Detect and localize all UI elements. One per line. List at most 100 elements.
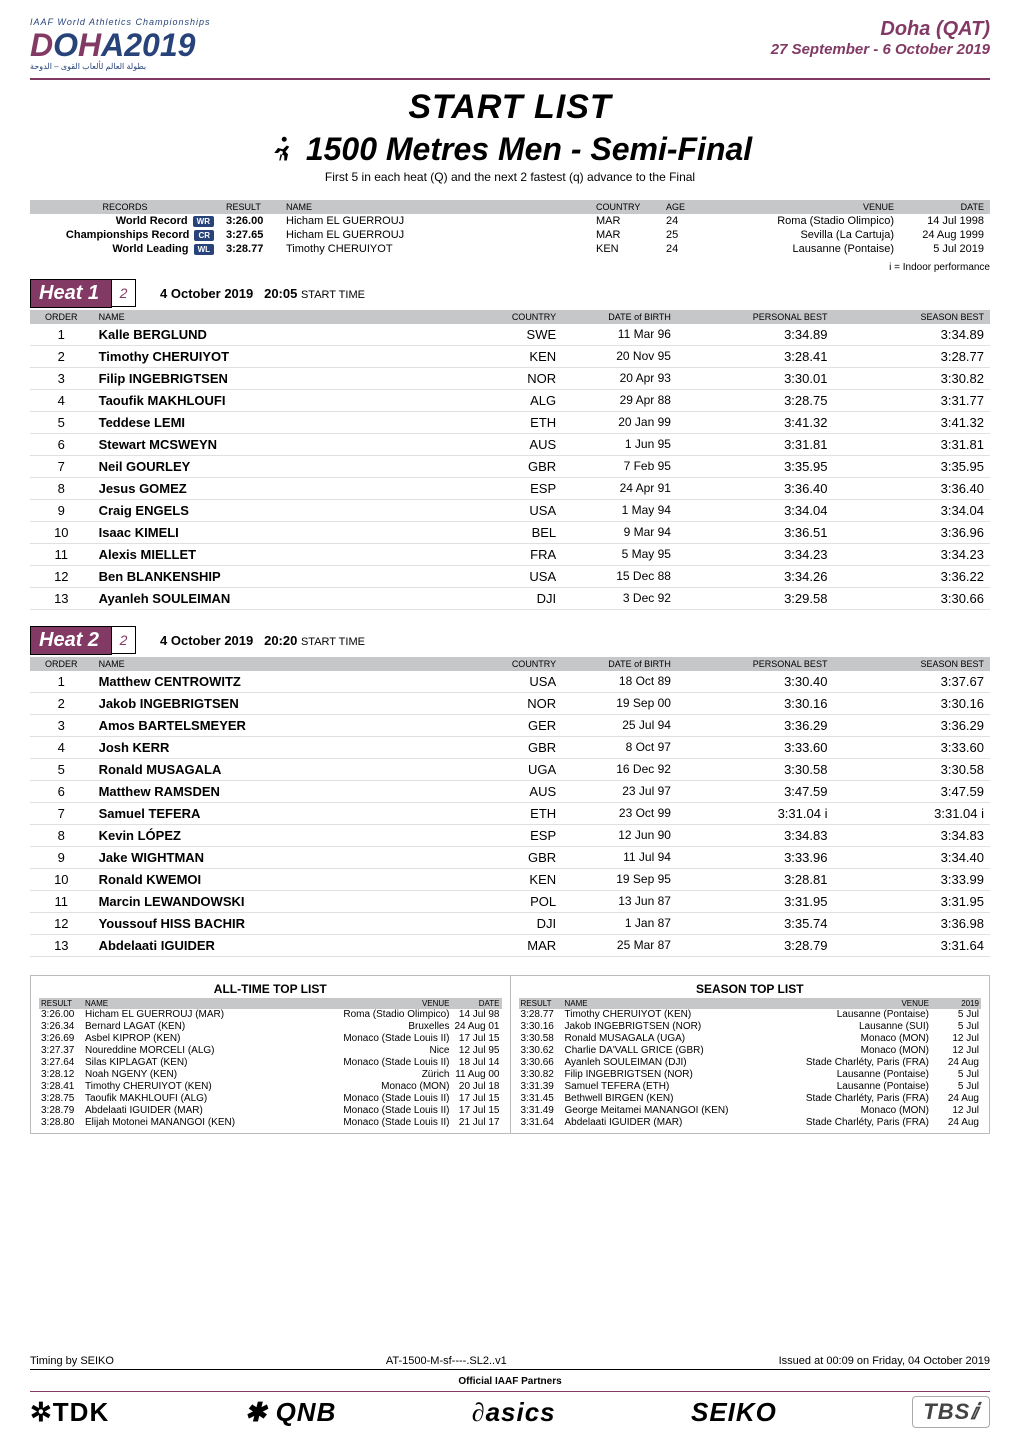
dob: 23 Oct 99	[562, 802, 677, 824]
bt-res: 3:30.62	[521, 1045, 565, 1056]
bt-name: Jakob INGEBRIGTSEN (NOR)	[565, 1021, 750, 1032]
bt-name: Abdelaati IGUIDER (MAR)	[565, 1117, 750, 1128]
bt-date: 12 Jul	[929, 1033, 979, 1044]
dob: 25 Jul 94	[562, 714, 677, 736]
order: 4	[30, 389, 93, 411]
record-venue: Sevilla (La Cartuja)	[700, 228, 900, 242]
table-row: 1Kalle BERGLUNDSWE11 Mar 963:34.893:34.8…	[30, 324, 990, 346]
list-item: 3:30.16Jakob INGEBRIGTSEN (NOR)Lausanne …	[519, 1021, 982, 1033]
bt-name: Noah NGENY (KEN)	[85, 1069, 270, 1080]
heat1-icon: 2	[112, 279, 136, 307]
athlete-name: Craig ENGELS	[93, 499, 448, 521]
footer-right: Issued at 00:09 on Friday, 04 October 20…	[779, 1355, 990, 1367]
at-h-res: RESULT	[41, 999, 85, 1008]
table-row: 1Matthew CENTROWITZUSA18 Oct 893:30.403:…	[30, 671, 990, 693]
bt-ven: Stade Charléty, Paris (FRA)	[749, 1093, 929, 1104]
heat2-time-suffix: START TIME	[301, 636, 365, 648]
sb: 3:35.95	[833, 455, 990, 477]
country: ESP	[447, 477, 562, 499]
pb: 3:34.23	[677, 543, 834, 565]
table-row: 6Stewart MCSWEYNAUS1 Jun 953:31.813:31.8…	[30, 433, 990, 455]
bt-ven: Lausanne (Pontaise)	[749, 1009, 929, 1020]
record-result: 3:27.65	[220, 228, 280, 242]
record-label: World Leading WL	[30, 242, 220, 256]
bt-res: 3:28.75	[41, 1093, 85, 1104]
bt-name: Charlie DA'VALL GRICE (GBR)	[565, 1045, 750, 1056]
logo-seiko: SEIKO	[691, 1397, 777, 1428]
partners-rule	[30, 1391, 990, 1392]
bt-ven: Monaco (Stade Louis II)	[270, 1105, 450, 1116]
order: 12	[30, 912, 93, 934]
country: POL	[447, 890, 562, 912]
table-row: 2Jakob INGEBRIGTSENNOR19 Sep 003:30.163:…	[30, 692, 990, 714]
bt-res: 3:28.79	[41, 1105, 85, 1116]
athlete-name: Teddese LEMI	[93, 411, 448, 433]
country: GER	[447, 714, 562, 736]
country: KEN	[447, 868, 562, 890]
bt-name: Bernard LAGAT (KEN)	[85, 1021, 270, 1032]
bt-ven: Nice	[270, 1045, 450, 1056]
bt-ven: Stade Charléty, Paris (FRA)	[749, 1117, 929, 1128]
bt-ven: Lausanne (Pontaise)	[749, 1081, 929, 1092]
season-title: SEASON TOP LIST	[519, 980, 982, 998]
heat2-time: 20:20	[264, 633, 297, 648]
order: 8	[30, 477, 93, 499]
table-row: 3Filip INGEBRIGTSENNOR20 Apr 933:30.013:…	[30, 367, 990, 389]
h-name: NAME	[93, 310, 448, 324]
pb: 3:31.95	[677, 890, 834, 912]
partners-label: Official IAAF Partners	[30, 1376, 990, 1387]
sb: 3:31.95	[833, 890, 990, 912]
bt-name: Asbel KIPROP (KEN)	[85, 1033, 270, 1044]
country: ESP	[447, 824, 562, 846]
bt-res: 3:30.66	[521, 1057, 565, 1068]
record-label: Championships Record CR	[30, 228, 220, 242]
bt-ven: Monaco (MON)	[749, 1105, 929, 1116]
table-row: 2Timothy CHERUIYOTKEN20 Nov 953:28.413:2…	[30, 345, 990, 367]
list-item: 3:30.58Ronald MUSAGALA (UGA)Monaco (MON)…	[519, 1033, 982, 1045]
list-item: 3:31.49George Meitamei MANANGOI (KEN)Mon…	[519, 1105, 982, 1117]
list-item: 3:31.45Bethwell BIRGEN (KEN)Stade Charlé…	[519, 1093, 982, 1105]
pb: 3:31.04 i	[677, 802, 834, 824]
h2-pb: PERSONAL BEST	[677, 657, 834, 671]
athlete-name: Timothy CHERUIYOT	[93, 345, 448, 367]
order: 3	[30, 714, 93, 736]
bt-res: 3:27.37	[41, 1045, 85, 1056]
event-title: 1500 Metres Men - Semi-Final	[306, 131, 752, 168]
logo-qnb: ✱ QNB	[245, 1397, 337, 1428]
h2-sb: SEASON BEST	[833, 657, 990, 671]
athlete-name: Stewart MCSWEYN	[93, 433, 448, 455]
table-row: 5Ronald MUSAGALAUGA16 Dec 923:30.583:30.…	[30, 758, 990, 780]
athlete-name: Ronald MUSAGALA	[93, 758, 448, 780]
table-row: 11Alexis MIELLETFRA5 May 953:34.233:34.2…	[30, 543, 990, 565]
order: 8	[30, 824, 93, 846]
bt-ven: Monaco (MON)	[749, 1033, 929, 1044]
record-name: Hicham EL GUERROUJ	[280, 214, 590, 228]
bt-name: Bethwell BIRGEN (KEN)	[565, 1093, 750, 1104]
logo-tdk: ✲TDK	[30, 1397, 109, 1428]
bt-name: Abdelaati IGUIDER (MAR)	[85, 1105, 270, 1116]
dob: 24 Apr 91	[562, 477, 677, 499]
list-item: 3:27.37Noureddine MORCELI (ALG)Nice12 Ju…	[39, 1045, 502, 1057]
bt-date: 20 Jul 18	[450, 1081, 500, 1092]
bt-ven: Stade Charléty, Paris (FRA)	[749, 1057, 929, 1068]
h-dob: DATE of BIRTH	[562, 310, 677, 324]
table-row: 6Matthew RAMSDENAUS23 Jul 973:47.593:47.…	[30, 780, 990, 802]
bt-res: 3:28.77	[521, 1009, 565, 1020]
bt-res: 3:27.64	[41, 1057, 85, 1068]
bt-res: 3:28.41	[41, 1081, 85, 1092]
heat2-icon: 2	[112, 626, 136, 654]
sb: 3:47.59	[833, 780, 990, 802]
table-row: 9Jake WIGHTMANGBR11 Jul 943:33.963:34.40	[30, 846, 990, 868]
athlete-name: Ronald KWEMOI	[93, 868, 448, 890]
dob: 9 Mar 94	[562, 521, 677, 543]
country: GBR	[447, 846, 562, 868]
table-row: 8Jesus GOMEZESP24 Apr 913:36.403:36.40	[30, 477, 990, 499]
list-item: 3:26.00Hicham EL GUERROUJ (MAR)Roma (Sta…	[39, 1009, 502, 1021]
bt-date: 24 Aug 01	[450, 1021, 500, 1032]
bt-name: Filip INGEBRIGTSEN (NOR)	[565, 1069, 750, 1080]
rec-h-date: DATE	[900, 200, 990, 214]
bt-res: 3:26.00	[41, 1009, 85, 1020]
h2-country: COUNTRY	[447, 657, 562, 671]
pb: 3:34.26	[677, 565, 834, 587]
pb: 3:28.81	[677, 868, 834, 890]
